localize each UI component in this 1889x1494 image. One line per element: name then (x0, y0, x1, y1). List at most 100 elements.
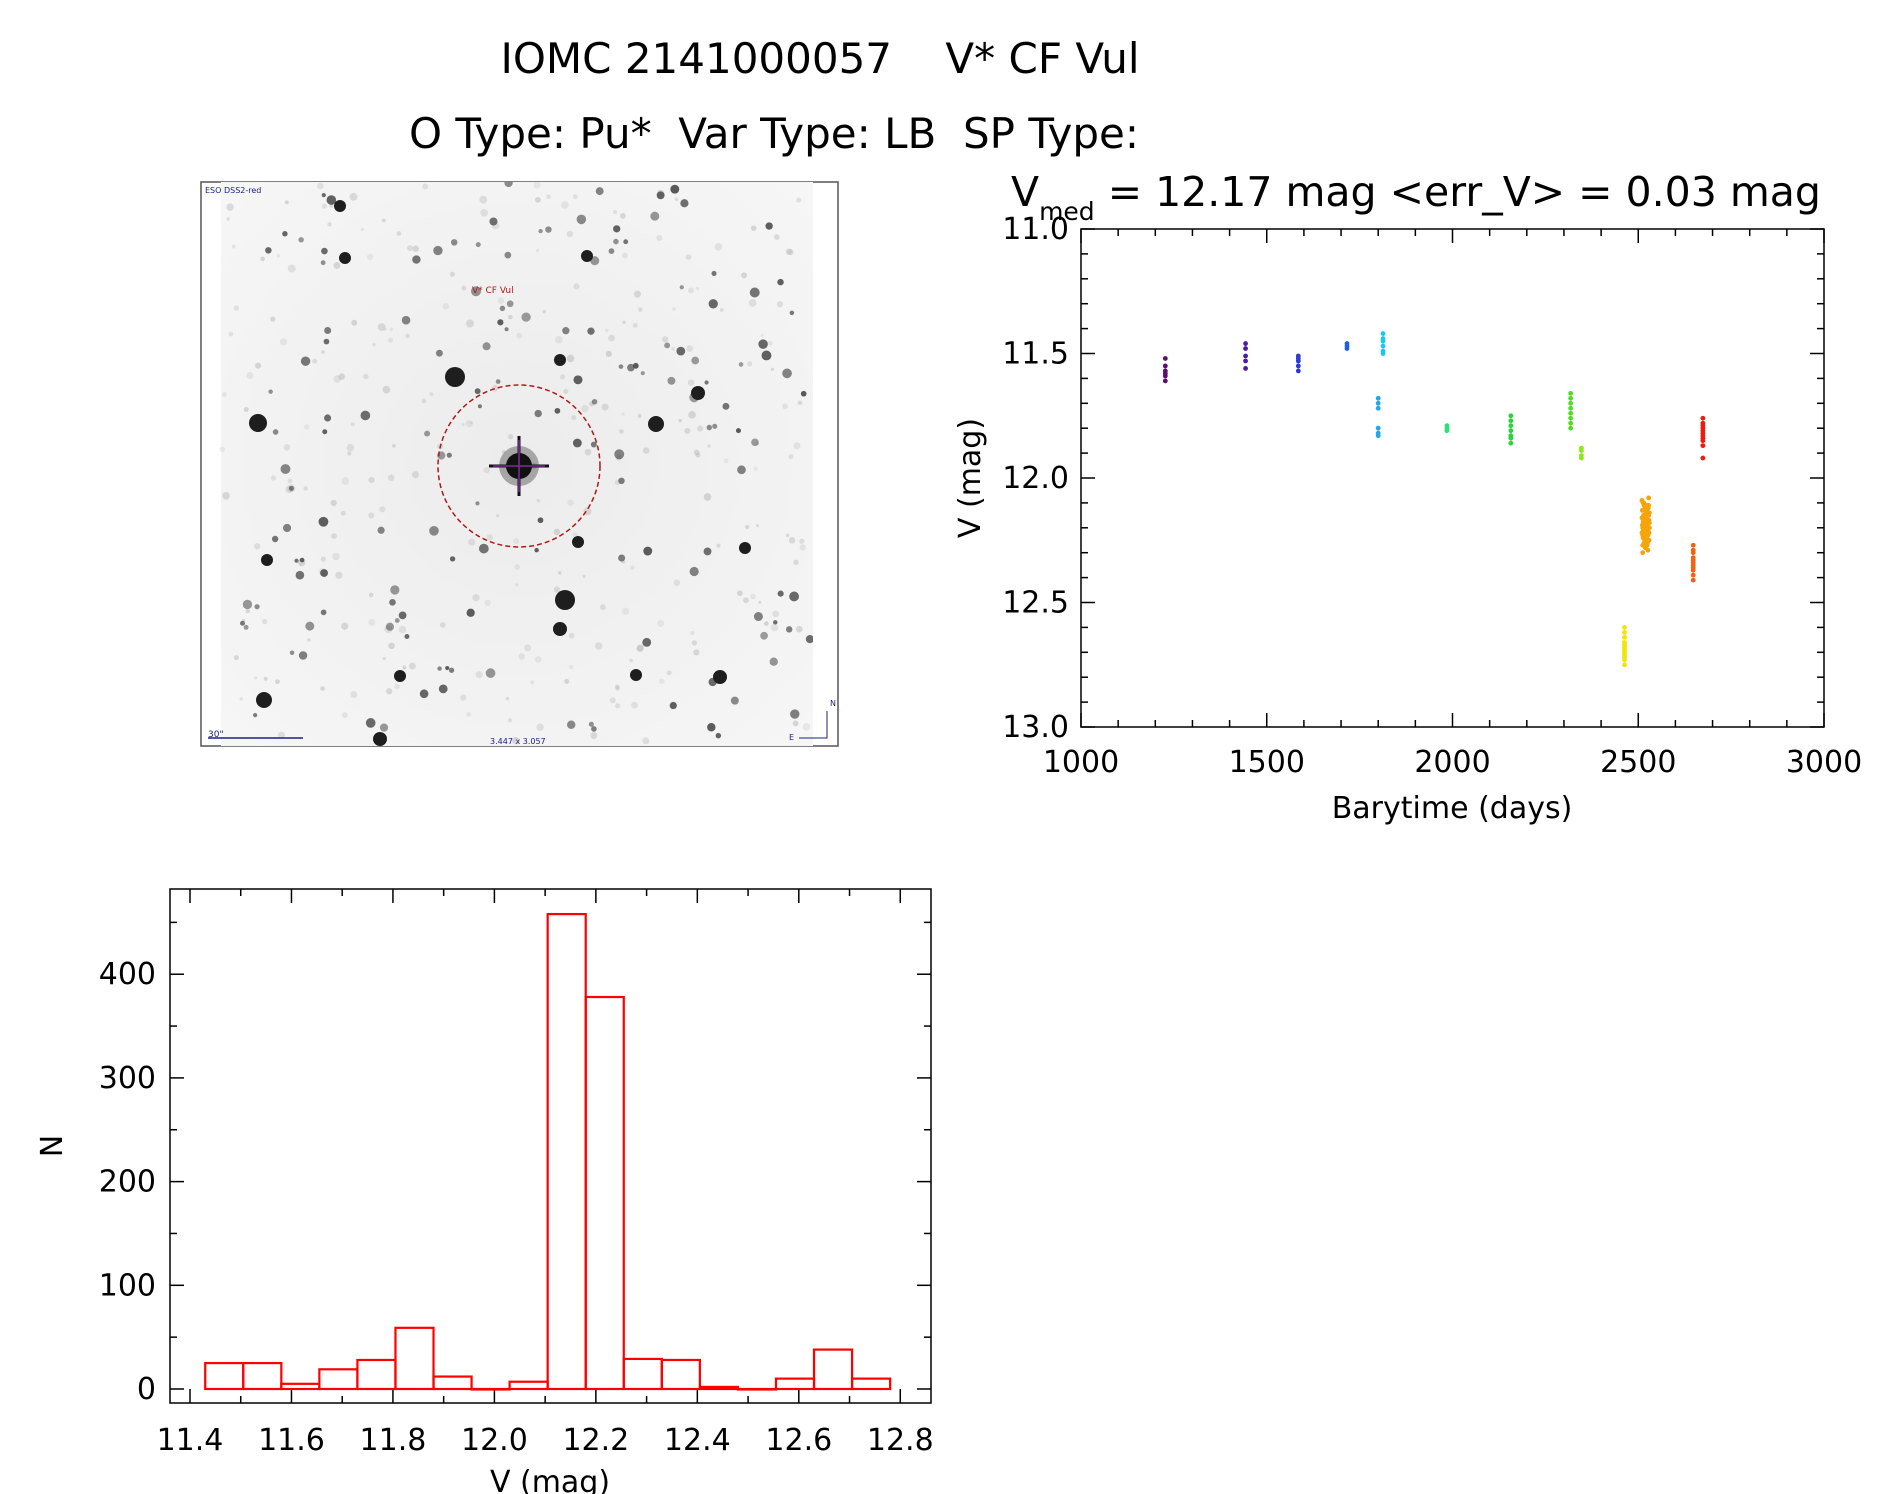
star (591, 398, 598, 405)
data-point (1243, 353, 1248, 359)
faint-star (785, 533, 790, 538)
faint-star (564, 678, 570, 684)
star (298, 651, 308, 660)
star (618, 364, 624, 369)
bright-star (691, 386, 705, 400)
bright-star (373, 732, 387, 746)
faint-star (657, 619, 665, 627)
faint-star (233, 305, 240, 311)
data-point (1700, 443, 1706, 449)
star (595, 187, 604, 196)
faint-star (377, 323, 386, 331)
star (300, 356, 311, 366)
faint-star (226, 203, 234, 211)
faint-star (332, 552, 340, 561)
star (613, 225, 621, 233)
star (667, 376, 676, 385)
faint-star (697, 425, 704, 432)
data-point (1700, 455, 1706, 461)
data-point (1690, 572, 1696, 578)
faint-star (392, 443, 396, 448)
star (478, 543, 489, 554)
star (805, 635, 813, 644)
x-tick-label: 12.0 (461, 1423, 528, 1458)
star (475, 242, 481, 248)
light-curve-xlabel: Barytime (days) (1332, 791, 1573, 826)
data-point (1444, 428, 1450, 434)
data-point (1508, 440, 1514, 446)
light-curve-series (1508, 413, 1514, 446)
x-tick-label: 2500 (1600, 745, 1676, 780)
star (448, 667, 455, 673)
faint-star (312, 358, 318, 364)
faint-star (287, 478, 293, 484)
faint-star (515, 583, 519, 587)
histogram-bar (470, 1387, 511, 1391)
faint-star (567, 499, 574, 506)
sky-image-panel: ESO DSS2-red V* CF Vul 30" 3.447 x 3.057… (200, 181, 839, 747)
star (790, 709, 800, 719)
faint-star (402, 665, 407, 670)
star (477, 404, 482, 409)
faint-star (507, 314, 513, 320)
faint-star (773, 234, 780, 240)
star (567, 720, 576, 729)
faint-star (615, 686, 620, 691)
faint-star (542, 309, 547, 314)
star (326, 195, 337, 205)
star (591, 726, 597, 732)
star (429, 525, 439, 536)
faint-star (534, 656, 542, 663)
star (320, 569, 329, 577)
star (537, 517, 544, 524)
y-tick-label: 11.5 (1002, 337, 1069, 372)
star (265, 247, 272, 254)
faint-star (571, 414, 577, 421)
data-point (1645, 547, 1651, 553)
histogram-bar (812, 1348, 854, 1391)
faint-star (382, 385, 391, 394)
histogram-bar (584, 995, 625, 1391)
data-point (1641, 527, 1646, 533)
light-curve-axes-frame (1080, 228, 1825, 728)
faint-star (546, 194, 551, 199)
faint-star (277, 731, 285, 739)
light-curve-series (1690, 542, 1696, 583)
star (751, 438, 759, 447)
faint-star (750, 225, 757, 231)
star (707, 722, 716, 732)
faint-star (608, 334, 615, 342)
histogram-bar (622, 1357, 663, 1391)
bright-star (572, 536, 584, 548)
bright-star (256, 692, 272, 708)
star (670, 184, 680, 194)
star (288, 485, 294, 491)
data-point (1295, 358, 1301, 364)
faint-star (768, 341, 773, 346)
data-point (1508, 428, 1514, 434)
light-curve-plot: 1000 1500 2000 2500 3000 11.0 11.5 12.0 12.5 13.… (953, 212, 1862, 826)
faint-star (601, 403, 609, 411)
histogram-bar (660, 1358, 701, 1391)
faint-star (330, 499, 337, 507)
bright-star (553, 622, 567, 636)
bright-star (555, 590, 575, 610)
bright-star (339, 252, 351, 264)
data-point (1295, 363, 1301, 369)
star (534, 547, 539, 553)
bright-star (581, 250, 593, 262)
faint-star (368, 512, 375, 519)
star (318, 516, 329, 527)
faint-star (501, 450, 506, 454)
star (470, 286, 481, 297)
faint-star (407, 245, 413, 252)
bright-star (445, 367, 465, 387)
faint-star (461, 285, 467, 291)
star (703, 547, 712, 556)
faint-star (245, 609, 250, 614)
faint-star (714, 242, 723, 251)
faint-star (672, 307, 676, 312)
y-tick-label: 400 (99, 957, 156, 992)
histogram-bar (850, 1377, 892, 1391)
faint-star (695, 286, 700, 291)
